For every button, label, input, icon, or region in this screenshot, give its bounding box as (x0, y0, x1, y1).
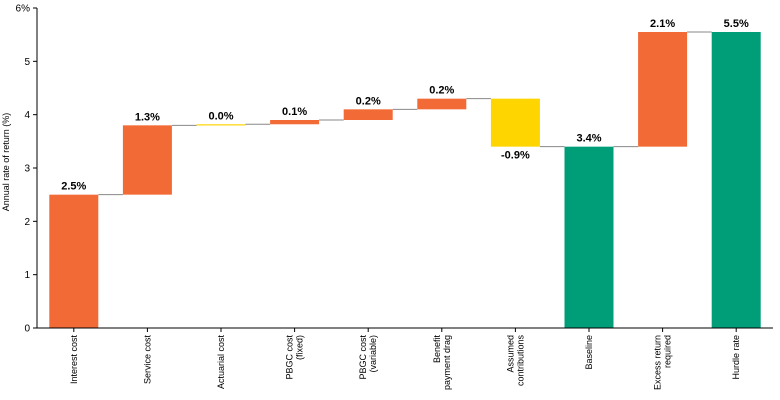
data-label: 5.5% (724, 18, 749, 30)
x-tick-label: PBGC cost (358, 335, 368, 380)
x-tick-label: Actuarial cost (216, 335, 226, 390)
x-tick-label: PBGC cost (285, 335, 295, 380)
x-tick-label: (variable) (368, 335, 378, 373)
x-tick-label: Baseline (584, 335, 594, 370)
y-tick-label: 2 (24, 217, 30, 228)
data-label: 3.4% (576, 133, 601, 145)
x-tick-label: Service cost (142, 335, 152, 385)
data-labels: 2.5% 1.3% 0.0% 0.1% 0.2% 0.2% -0.9% 3.4% 2.1% 5.5… (61, 18, 749, 193)
x-tick-label: contributions (515, 335, 525, 387)
y-axis-title: Annual rate of return (%) (1, 113, 11, 212)
x-tick-label: Hurdle rate (731, 335, 741, 380)
y-tick-label: 0 (24, 324, 30, 335)
y-tick-label: 1 (24, 270, 30, 281)
bar (270, 120, 320, 125)
data-label: 1.3% (135, 111, 160, 123)
data-label: 2.1% (650, 18, 675, 30)
x-tick-label: (fixed) (295, 335, 305, 360)
bar (490, 98, 540, 147)
bar (417, 98, 467, 110)
bar (638, 32, 688, 147)
bars (49, 32, 761, 328)
x-tick-label: Assumed (505, 335, 515, 373)
bar (711, 32, 761, 328)
y-tick-label: 3 (24, 164, 30, 175)
data-label: 0.0% (208, 110, 233, 122)
data-label: 0.2% (429, 85, 454, 97)
data-label: 0.2% (356, 95, 381, 107)
y-tick-label: 6% (16, 4, 31, 15)
x-tick-label: Interest cost (69, 335, 79, 385)
connectors (98, 31, 712, 196)
x-tick-label: Excess return (653, 335, 663, 390)
data-label: -0.9% (501, 150, 530, 162)
bar (49, 194, 99, 328)
x-tick-label: required (663, 335, 673, 368)
x-axis: Interest cost Service cost Actuarial cost P… (37, 327, 773, 390)
bar (196, 124, 246, 126)
bar (343, 109, 393, 120)
y-tick-label: 5 (24, 57, 30, 68)
data-label: 0.1% (282, 106, 307, 118)
data-label: 2.5% (61, 181, 86, 193)
bar (564, 146, 614, 328)
x-tick-label: payment drag (442, 335, 452, 390)
x-tick-label: Benefit (432, 335, 442, 364)
y-tick-label: 4 (24, 110, 30, 121)
bar (122, 125, 172, 195)
y-axis: 0 1 2 3 4 5 6% (16, 4, 38, 335)
